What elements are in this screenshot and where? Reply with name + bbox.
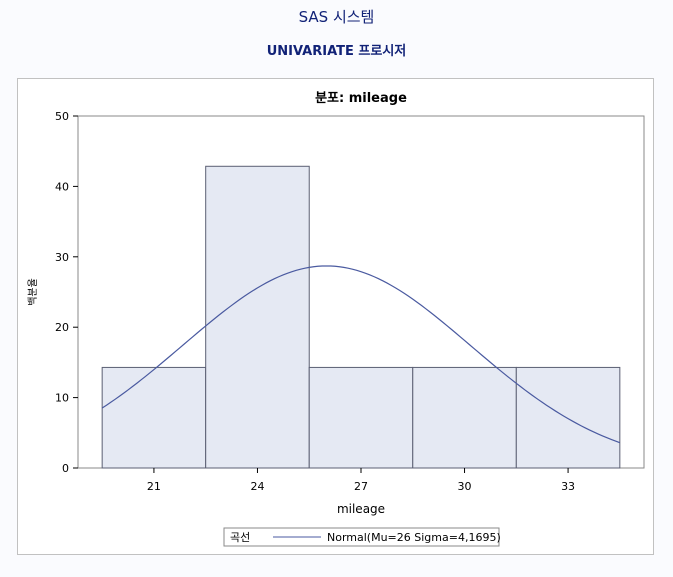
y-tick-label: 50 — [55, 110, 69, 123]
y-axis-label: 백분율 — [27, 278, 39, 306]
y-tick-label: 40 — [55, 180, 69, 193]
y-tick-label: 30 — [55, 251, 69, 264]
x-tick-label: 21 — [147, 480, 161, 493]
chart-title: 분포: mileage — [315, 91, 407, 106]
histogram-bar-2 — [205, 165, 310, 469]
x-tick-label: 24 — [250, 480, 264, 493]
x-tick-label: 30 — [458, 480, 472, 493]
normal-curve — [101, 265, 621, 444]
x-tick-label: 33 — [561, 480, 575, 493]
report-title: SAS 시스템 — [298, 8, 375, 26]
y-axis: 0 10 20 30 40 50 — [55, 110, 78, 475]
histogram-bar-4 — [412, 366, 517, 469]
x-axis: 21 24 27 30 33 — [147, 468, 575, 493]
x-axis-label: mileage — [337, 502, 385, 516]
procedure-title: UNIVARIATE 프로시저 — [266, 44, 407, 59]
histogram-bar-3 — [308, 366, 414, 469]
legend-box — [223, 527, 500, 547]
histogram-bar-5 — [515, 366, 621, 469]
y-tick-label: 10 — [55, 392, 69, 405]
legend-entry: Normal(Mu=26 Sigma=4,1695) — [327, 531, 501, 544]
legend-label: 곡선 — [230, 531, 250, 544]
y-tick-label: 0 — [62, 462, 69, 475]
legend: 곡선 Normal(Mu=26 Sigma=4,1695) — [223, 527, 501, 547]
histogram-bar-1 — [101, 366, 207, 469]
y-tick-label: 20 — [55, 321, 69, 334]
bars-group — [101, 165, 621, 469]
x-tick-label: 27 — [354, 480, 368, 493]
